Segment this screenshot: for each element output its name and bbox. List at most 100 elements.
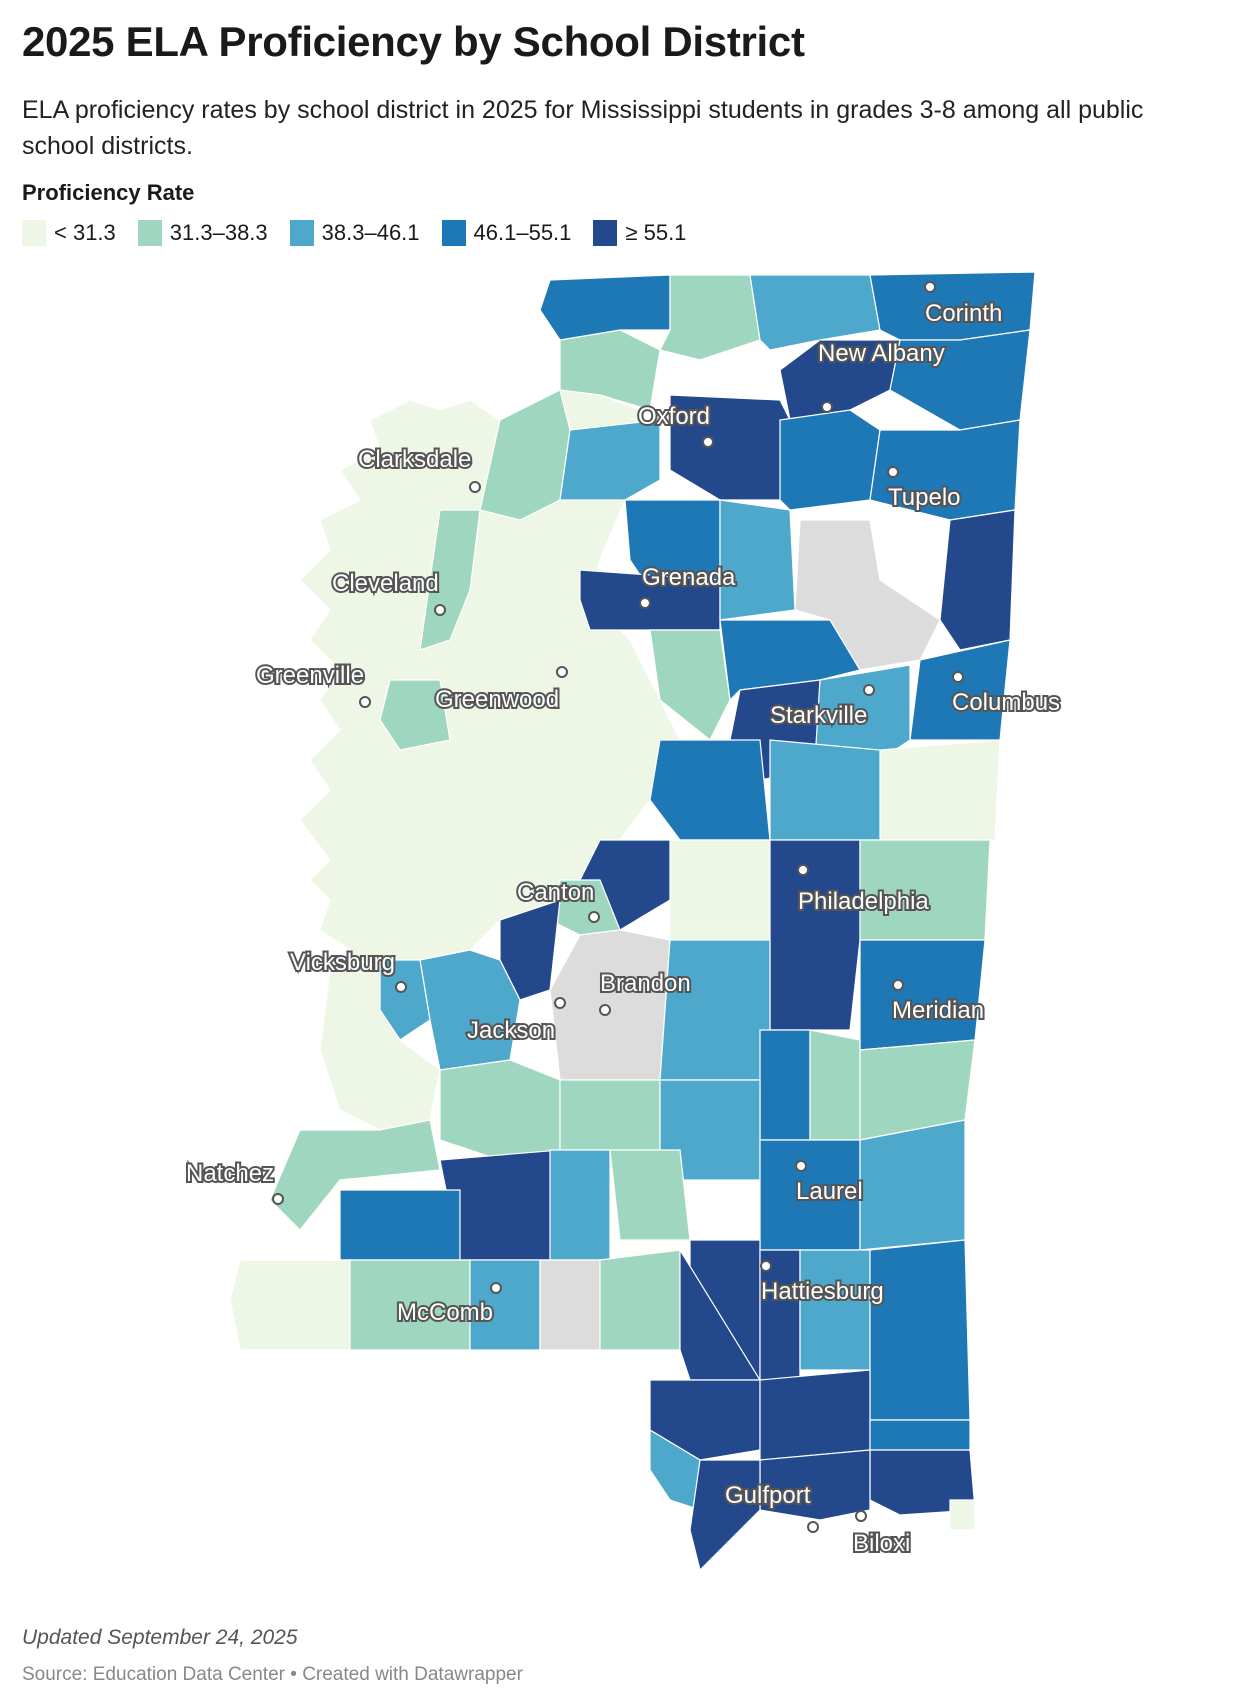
city-label: Canton bbox=[517, 879, 594, 906]
district-region[interactable] bbox=[339, 1189, 461, 1261]
district-region[interactable] bbox=[319, 959, 441, 1131]
district-region[interactable] bbox=[499, 899, 561, 1001]
city-marker bbox=[821, 401, 833, 413]
city-marker bbox=[556, 666, 568, 678]
district-region[interactable] bbox=[609, 1149, 691, 1241]
district-region[interactable] bbox=[229, 1259, 351, 1351]
city-label: Grenada bbox=[642, 564, 736, 591]
city-label: Hattiesburg bbox=[761, 1278, 884, 1305]
legend-swatch bbox=[22, 220, 46, 246]
city-label: Meridian bbox=[892, 997, 984, 1024]
city-marker bbox=[490, 1282, 502, 1294]
district-region[interactable] bbox=[759, 1029, 811, 1141]
district-region[interactable] bbox=[439, 1059, 561, 1161]
legend-label: ≥ 55.1 bbox=[625, 220, 687, 245]
legend-item: < 31.3 bbox=[22, 220, 116, 246]
district-region[interactable] bbox=[549, 929, 671, 1081]
legend-swatch bbox=[593, 220, 618, 246]
district-region[interactable] bbox=[749, 274, 881, 351]
district-region[interactable] bbox=[539, 274, 671, 341]
city-label: McComb bbox=[397, 1299, 493, 1326]
district-region[interactable] bbox=[539, 1259, 601, 1351]
district-region[interactable] bbox=[719, 499, 796, 621]
city-label-new-albany: New Albany bbox=[818, 340, 945, 367]
district-region[interactable] bbox=[769, 839, 861, 1031]
district-region[interactable] bbox=[939, 509, 1016, 651]
district-region[interactable] bbox=[669, 839, 771, 941]
district-region[interactable] bbox=[559, 419, 661, 501]
district-region[interactable] bbox=[649, 1379, 761, 1461]
city-label: Gulfport bbox=[725, 1482, 811, 1509]
city-label: Clarksdale bbox=[358, 446, 471, 473]
legend-swatch bbox=[137, 220, 162, 246]
city-label: Philadelphia bbox=[798, 888, 929, 915]
city-label: Jackson bbox=[467, 1017, 555, 1044]
district-region[interactable] bbox=[779, 409, 881, 511]
city-marker bbox=[892, 979, 904, 991]
district-region[interactable] bbox=[659, 274, 761, 361]
district-region[interactable] bbox=[479, 389, 571, 521]
district-region[interactable] bbox=[419, 509, 481, 651]
district-region[interactable] bbox=[659, 939, 771, 1081]
district-region[interactable] bbox=[689, 1459, 761, 1572]
city-marker bbox=[795, 1160, 807, 1172]
city-marker bbox=[395, 981, 407, 993]
city-marker bbox=[554, 997, 566, 1009]
city-marker bbox=[702, 436, 714, 448]
district-region[interactable] bbox=[649, 629, 731, 741]
city-marker bbox=[924, 281, 936, 293]
district-region[interactable] bbox=[419, 949, 521, 1071]
city-label: Natchez bbox=[186, 1160, 274, 1187]
chart-title: 2025 ELA Proficiency by School District bbox=[22, 18, 805, 65]
legend: < 31.3 31.3–38.3 38.3–46.1 46.1–55.1 ≥ 5… bbox=[22, 220, 686, 246]
district-region[interactable] bbox=[379, 679, 451, 751]
legend-swatch bbox=[289, 220, 314, 246]
legend-label: 38.3–46.1 bbox=[321, 220, 420, 245]
city-label: Tupelo bbox=[888, 484, 961, 511]
city-label: Biloxi bbox=[853, 1530, 910, 1557]
city-marker bbox=[639, 597, 651, 609]
updated-note: Updated September 24, 2025 bbox=[22, 1626, 298, 1649]
mississippi-district-map: Corinth New Albany Oxford Clarksdale Tup… bbox=[184, 271, 1062, 1572]
district-region[interactable] bbox=[869, 1239, 971, 1421]
city-marker bbox=[863, 684, 875, 696]
district-region[interactable] bbox=[649, 739, 771, 841]
source-note: Source: Education Data Center • Created … bbox=[22, 1664, 523, 1685]
legend-item: 31.3–38.3 bbox=[137, 220, 268, 246]
city-label: Laurel bbox=[796, 1178, 863, 1205]
city-marker bbox=[952, 671, 964, 683]
city-marker bbox=[855, 1510, 867, 1522]
district-region[interactable] bbox=[549, 1149, 611, 1261]
district-region[interactable] bbox=[599, 1249, 681, 1351]
district-region[interactable] bbox=[559, 1079, 661, 1151]
district-region[interactable] bbox=[299, 389, 691, 981]
district-region[interactable] bbox=[759, 1369, 871, 1461]
legend-item: 46.1–55.1 bbox=[441, 220, 571, 246]
legend-title: Proficiency Rate bbox=[22, 180, 195, 205]
district-region[interactable] bbox=[859, 939, 986, 1051]
district-regions bbox=[229, 271, 1036, 1572]
chart-subtitle: ELA proficiency rates by school district… bbox=[22, 96, 1144, 160]
city-label: Greenwood bbox=[435, 686, 559, 713]
city-marker bbox=[599, 1004, 611, 1016]
city-label: Oxford bbox=[638, 403, 710, 430]
city-marker bbox=[807, 1521, 819, 1533]
city-label: New Albany bbox=[818, 340, 945, 367]
city-markers bbox=[272, 281, 964, 1533]
district-region[interactable] bbox=[269, 1119, 441, 1231]
district-region[interactable] bbox=[859, 1119, 966, 1251]
district-region[interactable] bbox=[809, 1029, 861, 1141]
district-region[interactable] bbox=[869, 1419, 971, 1451]
city-marker bbox=[272, 1193, 284, 1205]
district-region[interactable] bbox=[649, 1428, 701, 1511]
city-label: Vicksburg bbox=[290, 949, 395, 976]
district-region[interactable] bbox=[799, 1249, 871, 1371]
city-label: Cleveland bbox=[332, 570, 439, 597]
city-label: Brandon bbox=[600, 970, 691, 997]
city-marker bbox=[469, 481, 481, 493]
city-marker bbox=[359, 696, 371, 708]
district-region[interactable] bbox=[769, 739, 881, 841]
district-region[interactable] bbox=[949, 1499, 976, 1531]
district-region[interactable] bbox=[879, 739, 1001, 841]
city-label: Greenville bbox=[256, 662, 364, 689]
